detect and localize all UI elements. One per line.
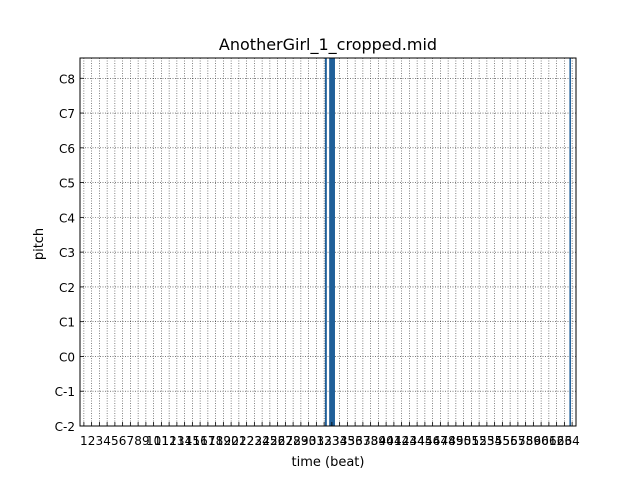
- x-tick-label: 55: [495, 434, 510, 448]
- x-tick-label: 21: [231, 434, 246, 448]
- x-tick-label: 19: [216, 434, 231, 448]
- x-tick-label: 60: [533, 434, 548, 448]
- y-tick-label: C0: [59, 350, 75, 364]
- y-tick-label: C1: [59, 316, 75, 330]
- x-tick-label: 58: [518, 434, 533, 448]
- x-tick-label: 10: [146, 434, 161, 448]
- x-tick-label: 30: [301, 434, 316, 448]
- x-tick-label: 20: [223, 434, 238, 448]
- x-tick-label: 8: [134, 434, 142, 448]
- y-tick-label: C6: [59, 142, 75, 156]
- y-tick-label: C2: [59, 281, 75, 295]
- x-tick-label: 43: [402, 434, 417, 448]
- chart-title: AnotherGirl_1_cropped.mid: [219, 35, 437, 55]
- x-tick-label: 22: [239, 434, 254, 448]
- plot-frame: [79, 57, 577, 427]
- x-axis-ticks: 1 2 3 4 5 6 7 8 91011121314151617181920212223242…: [80, 422, 580, 448]
- x-tick-label: 54: [487, 434, 502, 448]
- x-tick-label: 25: [262, 434, 277, 448]
- x-tick-label: 37: [355, 434, 370, 448]
- x-tick-label: 40: [378, 434, 393, 448]
- x-tick-label: 32: [316, 434, 331, 448]
- x-tick-label: 48: [440, 434, 455, 448]
- note-bars: [324, 58, 571, 426]
- x-tick-label: 51: [464, 434, 479, 448]
- x-tick-label: 4: [103, 434, 111, 448]
- x-tick-label: 56: [502, 434, 517, 448]
- note-bar: [569, 58, 571, 426]
- x-tick-label: 5: [111, 434, 119, 448]
- x-tick-label: 57: [510, 434, 525, 448]
- x-tick-label: 26: [270, 434, 285, 448]
- x-tick-label: 45: [417, 434, 432, 448]
- x-tick-label: 28: [285, 434, 300, 448]
- horizontal-gridlines: [80, 77, 576, 427]
- x-tick-label: 7: [127, 434, 135, 448]
- y-tick-label: C-2: [55, 420, 75, 434]
- x-tick-label: 29: [293, 434, 308, 448]
- x-tick-label: 41: [386, 434, 401, 448]
- y-axis-label: pitch: [32, 228, 47, 260]
- x-tick-label: 59: [526, 434, 541, 448]
- x-tick-label: 3: [96, 434, 104, 448]
- x-tick-label: 35: [340, 434, 355, 448]
- x-tick-label: 34: [332, 434, 347, 448]
- x-tick-label: 18: [208, 434, 223, 448]
- x-tick-label: 42: [394, 434, 409, 448]
- y-tick-label: C5: [59, 177, 75, 191]
- x-tick-label: 38: [363, 434, 378, 448]
- x-tick-label: 44: [409, 434, 424, 448]
- x-tick-label: 31: [309, 434, 324, 448]
- x-tick-label: 33: [324, 434, 339, 448]
- x-tick-label: 14: [177, 434, 192, 448]
- y-tick-label: C4: [59, 211, 75, 225]
- x-tick-label: 39: [371, 434, 386, 448]
- x-tick-label: 23: [247, 434, 262, 448]
- x-tick-label: 46: [425, 434, 440, 448]
- x-tick-label: 17: [200, 434, 215, 448]
- x-tick-label: 11: [154, 434, 169, 448]
- x-tick-label: 47: [433, 434, 448, 448]
- x-tick-label: 15: [185, 434, 200, 448]
- x-tick-label: 12: [161, 434, 176, 448]
- x-axis-label: time (beat): [292, 455, 365, 470]
- x-tick-label: 6: [119, 434, 127, 448]
- x-tick-label: 62: [549, 434, 564, 448]
- y-tick-label: C-1: [55, 385, 75, 399]
- x-tick-label: 16: [192, 434, 207, 448]
- x-tick-label: 13: [169, 434, 184, 448]
- x-tick-label: 24: [254, 434, 269, 448]
- note-bar: [324, 58, 327, 426]
- y-axis-ticks: C-2 C-1 C0 C1 C2 C3 C4 C5 C6 C7 C8: [55, 72, 84, 434]
- note-bar: [329, 58, 335, 426]
- x-tick-label: 49: [448, 434, 463, 448]
- x-tick-label: 1: [80, 434, 88, 448]
- y-tick-label: C3: [59, 246, 75, 260]
- x-tick-label: 9: [142, 434, 150, 448]
- x-tick-label: 53: [479, 434, 494, 448]
- y-tick-label: C8: [59, 72, 75, 86]
- x-tick-label: 27: [278, 434, 293, 448]
- x-tick-label: 63: [557, 434, 572, 448]
- x-tick-label: 52: [471, 434, 486, 448]
- x-tick-label: 2: [88, 434, 96, 448]
- x-tick-label: 64: [564, 434, 579, 448]
- y-tick-label: C7: [59, 107, 75, 121]
- x-tick-label: 36: [347, 434, 362, 448]
- x-tick-label: 61: [541, 434, 556, 448]
- x-tick-label: 50: [456, 434, 471, 448]
